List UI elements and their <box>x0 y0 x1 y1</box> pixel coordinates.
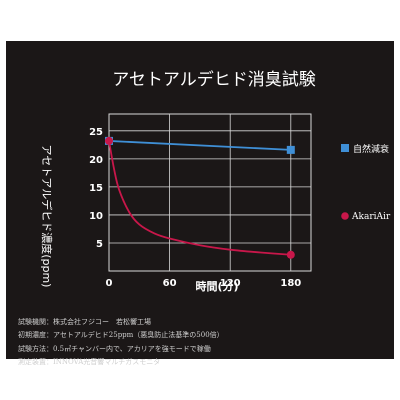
y-tick-label: 10 <box>89 211 103 222</box>
chart-panel: アセトアルデヒド消臭試験 アセトアルデヒド濃度(ppm) 5 10 15 20 25 0 6… <box>6 41 394 366</box>
y-tick-label: 5 <box>96 239 103 250</box>
note-initial-concentration: 初期濃度：アセトアルデヒド25ppm（悪臭防止法基準の500倍） <box>18 331 224 340</box>
y-tick-label: 25 <box>89 127 103 138</box>
note-test-method: 試験方法：0.5㎥チャンバー内で、アカリアを強モードで稼働 <box>18 344 211 353</box>
legend-label-natural: 自然減衰 <box>353 143 389 155</box>
legend-marker-akariair <box>341 212 349 220</box>
series-natural-decay-point <box>286 145 295 154</box>
x-axis-label: 時間(分) <box>195 279 238 293</box>
x-tick-label: 60 <box>163 278 177 289</box>
note-measuring-device: 測定装置：INNOVA光音響マルチガスモニタ <box>18 357 161 366</box>
x-tick-label: 0 <box>106 278 113 289</box>
note-testing-institution: 試験機関：株式会社フジコー 若松響工場 <box>18 318 151 326</box>
legend: 自然減衰 AkariAir <box>341 143 391 222</box>
x-tick-label: 120 <box>220 278 241 289</box>
chart-title: アセトアルデヒド消臭試験 <box>112 69 316 90</box>
y-axis-label: アセトアルデヒド濃度(ppm) <box>40 145 54 288</box>
series-natural-decay-line <box>108 140 291 151</box>
legend-marker-natural <box>341 144 349 152</box>
series-akariair-point <box>286 250 295 259</box>
test-notes: 試験機関：株式会社フジコー 若松響工場 初期濃度：アセトアルデヒド25ppm（悪… <box>18 316 348 369</box>
chart: アセトアルデヒド消臭試験 アセトアルデヒド濃度(ppm) 5 10 15 20 25 0 6… <box>40 69 391 293</box>
y-tick-label: 15 <box>89 183 103 194</box>
legend-label-akariair: AkariAir <box>351 212 391 222</box>
y-tick-label: 20 <box>89 155 103 166</box>
series-akariair-curve <box>108 140 291 256</box>
x-tick-label: 180 <box>280 278 301 289</box>
series-akariair-point <box>105 136 113 145</box>
